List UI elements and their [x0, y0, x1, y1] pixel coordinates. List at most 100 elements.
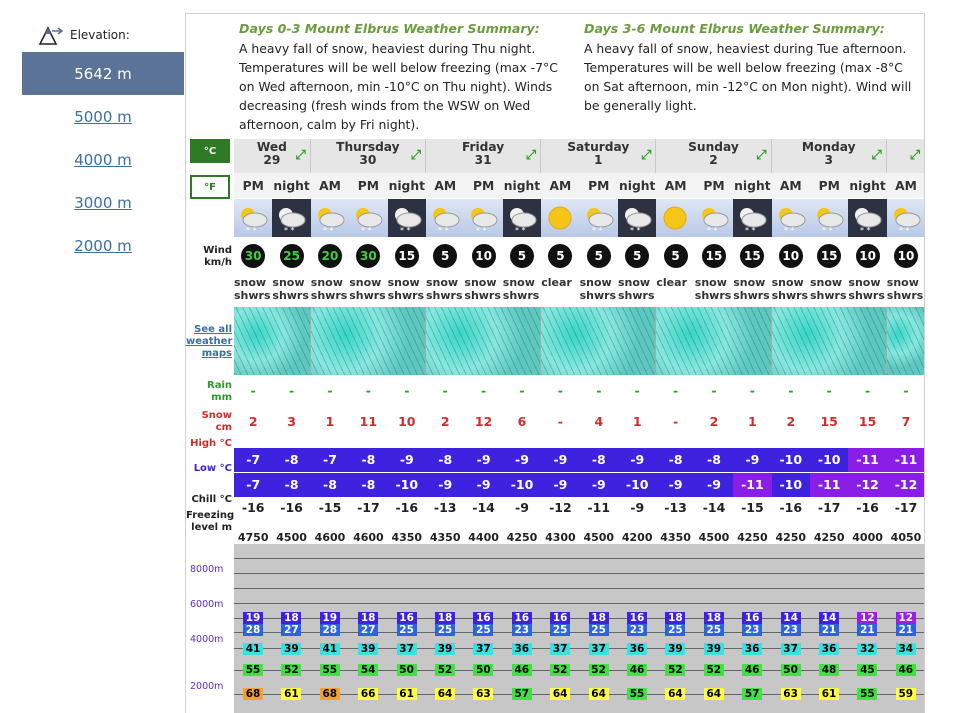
altitude-temp: 39 — [703, 643, 724, 655]
wind-label: Wind km/h — [203, 245, 232, 268]
altitude-temp: 50 — [396, 664, 417, 676]
elevation-header: Elevation: — [22, 18, 184, 52]
altitude-temp: 21 — [819, 624, 839, 636]
chill-value: -11 — [587, 500, 611, 515]
weather-icon: * * — [771, 199, 810, 237]
altitude-temp: 36 — [819, 643, 839, 655]
weather-map-thumb[interactable] — [886, 307, 924, 375]
freezing-value: 4500 — [583, 531, 615, 544]
altitude-temp: 64 — [665, 688, 686, 700]
period-label: PM — [234, 173, 273, 198]
day-number: 3 — [824, 153, 833, 167]
high-temp: -10 — [771, 448, 810, 472]
rain-value: - — [365, 383, 371, 398]
chill-value: -17 — [894, 500, 918, 515]
expand-icon[interactable]: ⤢ — [410, 148, 421, 163]
period-label: PM — [694, 173, 734, 198]
altitude-gridline — [234, 573, 924, 574]
rain-value: - — [634, 383, 640, 398]
altitude-temp: 16 — [396, 612, 417, 624]
snow-value: 15 — [858, 414, 877, 429]
altitude-temp: 66 — [358, 688, 379, 700]
weather-map-thumb[interactable] — [656, 307, 772, 375]
elevation-item[interactable]: 5642 m — [22, 52, 184, 95]
fahrenheit-button[interactable]: °F — [190, 175, 230, 199]
altitude-temp: 16 — [627, 612, 647, 624]
snow-value: 10 — [398, 414, 416, 429]
weather-map-thumb[interactable] — [234, 307, 311, 375]
elevation-item[interactable]: 5000 m — [74, 107, 132, 126]
rain-value: - — [519, 383, 525, 398]
altitude-temp: 14 — [819, 612, 839, 624]
expand-icon[interactable]: ⤢ — [756, 148, 767, 163]
weather-summary: Days 0-3 Mount Elbrus Weather Summary: A… — [239, 21, 924, 134]
wind-badge: 15 — [817, 244, 842, 268]
freezing-value: 4350 — [660, 531, 691, 544]
altitude-temp: 39 — [281, 643, 302, 655]
rain-value: - — [404, 383, 410, 398]
altitude-temp: 37 — [550, 643, 571, 655]
altitude-temp: 50 — [473, 664, 494, 676]
altitude-temp: 64 — [588, 688, 609, 700]
altitude-temp: 68 — [243, 688, 263, 700]
wind-cell: 5 — [541, 241, 579, 271]
elevation-item[interactable]: 3000 m — [74, 193, 132, 212]
altitude-temp: 34 — [895, 643, 916, 655]
svg-text:* *: * * — [899, 226, 910, 235]
chill-label: Chill °C — [191, 494, 232, 505]
svg-text:* *: * * — [515, 226, 526, 235]
weather-map-thumb[interactable] — [426, 307, 542, 375]
day-header: Friday 31 ⤢ — [426, 139, 542, 173]
celsius-button[interactable]: °C — [190, 139, 230, 163]
wind-badge: 30 — [241, 244, 266, 268]
expand-icon[interactable]: ⤢ — [909, 148, 921, 163]
low-temp: -9 — [656, 473, 695, 497]
weather-map-thumb[interactable] — [541, 307, 657, 375]
chill-value: -16 — [856, 500, 879, 515]
weather-text: snow shwrs — [771, 276, 809, 302]
wind-badge: 5 — [548, 244, 573, 268]
altitude-gridline — [234, 648, 924, 649]
altitude-temp: 25 — [435, 624, 455, 636]
expand-icon[interactable]: ⤢ — [871, 148, 882, 163]
rain-value: - — [442, 383, 448, 398]
elevation-item[interactable]: 4000 m — [74, 150, 132, 169]
altitude-temp: 19 — [319, 612, 340, 624]
weather-icon: * * — [349, 199, 388, 237]
rain-value: - — [480, 383, 487, 398]
expand-icon[interactable]: ⤢ — [640, 148, 652, 163]
weather-icon: * * — [426, 199, 465, 237]
see-all-maps-link[interactable]: See all weather maps — [186, 324, 233, 359]
altitude-temp: 68 — [319, 688, 340, 700]
chill-value: -17 — [817, 500, 841, 515]
low-temp: -10 — [502, 473, 542, 497]
period-label: AM — [771, 173, 810, 198]
high-temp: -7 — [310, 448, 350, 472]
day-number: 31 — [474, 153, 492, 167]
altitude-temp: 52 — [588, 664, 609, 676]
altitude-temp: 27 — [358, 624, 379, 636]
high-temp: -11 — [848, 448, 887, 472]
svg-text:* *: * * — [784, 226, 795, 235]
expand-icon[interactable]: ⤢ — [295, 148, 306, 163]
day-name: Saturday — [567, 140, 630, 154]
elevation-item[interactable]: 2000 m — [74, 236, 132, 255]
snow-value: - — [557, 414, 563, 429]
expand-icon[interactable]: ⤢ — [525, 148, 537, 163]
freezing-value: 4400 — [468, 531, 499, 544]
altitude-temp: 23 — [742, 624, 763, 636]
wind-cell: 10 — [887, 241, 924, 271]
altitude-temp: 23 — [780, 624, 801, 636]
forecast-panel: Days 0-3 Mount Elbrus Weather Summary: A… — [185, 13, 925, 713]
weather-map-thumb[interactable] — [771, 307, 887, 375]
low-temp: -10 — [771, 473, 810, 497]
weather-text: clear — [541, 276, 572, 289]
altitude-temp: 64 — [703, 688, 724, 700]
altitude-temp: 61 — [819, 688, 839, 700]
day-name: Thursday — [336, 140, 400, 154]
weather-map-thumb[interactable] — [310, 307, 426, 375]
low-label: Low °C — [193, 463, 232, 474]
wind-badge: 30 — [356, 244, 381, 268]
altitude-temp: 46 — [511, 664, 532, 676]
mountain-icon — [38, 26, 64, 45]
